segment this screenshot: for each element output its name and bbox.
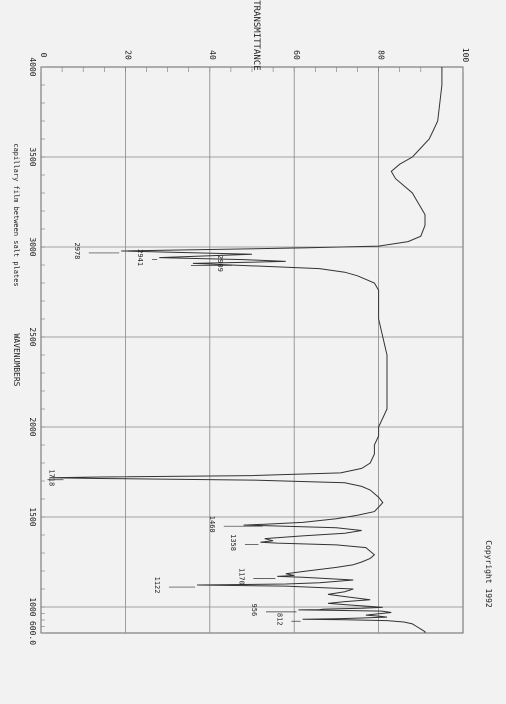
peak-label: 2909 [216, 255, 224, 272]
x-tick-label: 3000 [28, 237, 37, 256]
peak-label: 2941 [136, 249, 144, 266]
text-layer: % TRANSMITTANCE WAVENUMBERS capillary fi… [12, 0, 493, 608]
x-tick-label: 1000 [28, 597, 37, 616]
copyright-label: Copyright 1992 [484, 540, 493, 608]
spectrum-line [49, 67, 443, 633]
y-tick-label: 100 [461, 48, 470, 63]
x-tick-label: 1500 [28, 507, 37, 526]
x-tick-label: 3500 [28, 147, 37, 166]
y-tick-label: 80 [377, 50, 386, 60]
peak-label: 1122 [153, 577, 161, 594]
y-tick-label: 0 [39, 53, 48, 58]
x-tick-label: 2500 [28, 327, 37, 346]
peak-label: 1718 [47, 469, 55, 486]
peak-label: 812 [275, 613, 283, 626]
y-tick-label: 60 [292, 50, 301, 60]
x-tick-label: 4000 [28, 57, 37, 76]
axis-layer: 0 20 40 60 80 100 4000 3500 3000 2500 2000 1500 1000… [28, 48, 470, 645]
chart-title: % TRANSMITTANCE [251, 0, 261, 71]
peak-annotations: 2978 2941 2909 1718 1460 1358 1170 1122 956 812 [47, 243, 301, 626]
peak-label: 2978 [73, 243, 81, 260]
peak-label: 1358 [229, 534, 237, 551]
peak-label: 956 [250, 604, 258, 617]
y-tick-label: 20 [123, 50, 132, 60]
y-tick-label: 40 [208, 50, 217, 60]
x-tick-label: 600.0 [28, 621, 37, 645]
peak-label: 1170 [237, 568, 245, 585]
peak-label: 1460 [208, 516, 216, 533]
sample-note: capillary film between salt plates [12, 143, 20, 286]
x-axis-label: WAVENUMBERS [12, 334, 21, 387]
x-tick-label: 2000 [28, 417, 37, 436]
